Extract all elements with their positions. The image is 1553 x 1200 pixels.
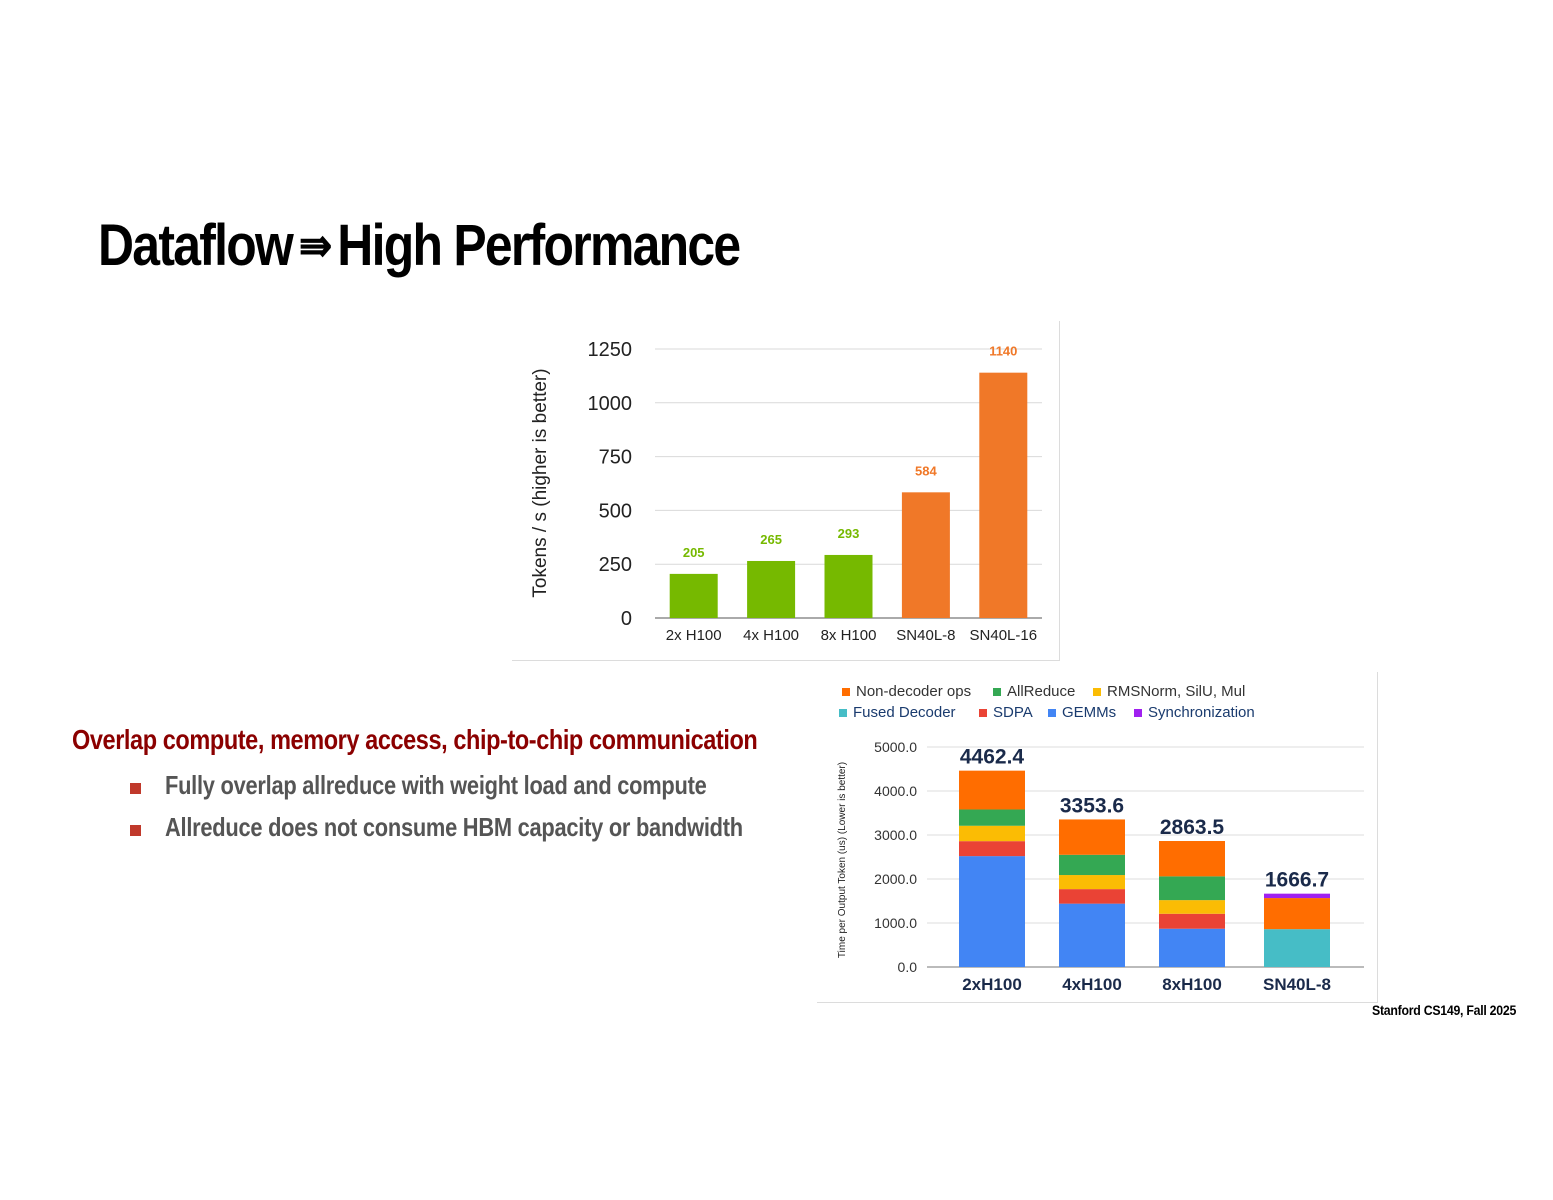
legend-swatch <box>1048 709 1056 717</box>
legend-label: GEMMs <box>1062 704 1116 721</box>
stacked-segment <box>1059 903 1125 967</box>
legend-label: RMSNorm, SilU, Mul <box>1107 683 1245 700</box>
stacked-segment <box>1264 893 1330 899</box>
legend-swatch <box>1093 688 1101 696</box>
legend-label: AllReduce <box>1007 683 1075 700</box>
stacked-segment <box>959 856 1025 967</box>
x-tick-label: 4x H100 <box>743 627 799 644</box>
throughput-chart-svg: 0 250 500 750 1000 1250 Tokens / s (higher is … <box>530 339 1042 644</box>
latency-breakdown-chart: Non-decoder ops AllReduce RMSNorm, SilU, M… <box>817 672 1378 1003</box>
y-tick-label: 1000.0 <box>874 915 917 931</box>
legend-swatch <box>839 709 847 717</box>
title-left: Dataflow <box>98 213 294 278</box>
stacked-segment <box>1059 819 1125 855</box>
x-tick-label: 4xH100 <box>1062 975 1122 994</box>
stacked-segment <box>1159 841 1225 877</box>
stacked-segment <box>959 841 1025 857</box>
stacked-segment <box>1264 898 1330 930</box>
data-label: 584 <box>915 463 937 478</box>
legend-swatch <box>1134 709 1142 717</box>
stacked-segment <box>1059 854 1125 876</box>
legend-swatch <box>979 709 987 717</box>
legend-label: Non-decoder ops <box>856 683 971 700</box>
legend-label: Synchronization <box>1148 704 1255 721</box>
bullet-square-icon <box>130 825 141 836</box>
x-tick-label: SN40L-8 <box>896 627 955 644</box>
y-tick-label: 750 <box>599 447 632 469</box>
y-tick-label: 1000 <box>588 393 633 415</box>
data-label: 265 <box>760 532 782 547</box>
implies-arrow-icon: ⇛ <box>298 219 332 271</box>
bullet-text: Allreduce does not consume HBM capacity … <box>165 812 743 842</box>
data-label: 1140 <box>989 344 1017 359</box>
total-label: 1666.7 <box>1265 869 1329 892</box>
x-tick-label: 2xH100 <box>962 975 1022 994</box>
stacked-segment <box>1159 876 1225 901</box>
footer-course-label: Stanford CS149, Fall 2025 <box>1372 1002 1517 1018</box>
x-tick-label: SN40L-8 <box>1263 975 1331 994</box>
x-tick-label: 8x H100 <box>821 627 877 644</box>
title-right: High Performance <box>337 213 741 278</box>
latency-breakdown-chart-svg: Non-decoder ops AllReduce RMSNorm, SilU, M… <box>837 683 1364 994</box>
y-tick-label: 5000.0 <box>874 739 917 755</box>
bar <box>901 492 950 618</box>
total-label: 3353.6 <box>1060 794 1124 817</box>
throughput-chart: 0 250 500 750 1000 1250 Tokens / s (higher is … <box>512 321 1060 661</box>
y-tick-label: 1250 <box>588 339 633 361</box>
data-label: 205 <box>683 545 705 560</box>
legend-label: SDPA <box>993 704 1033 721</box>
total-label: 4462.4 <box>960 746 1025 769</box>
y-axis-label: Time per Output Token (us) (Lower is bet… <box>837 762 848 958</box>
y-tick-label: 0.0 <box>898 959 918 975</box>
stacked-segment <box>959 809 1025 826</box>
x-tick-label: SN40L-16 <box>970 627 1038 644</box>
stacked-segment <box>959 825 1025 842</box>
stacked-segment <box>1159 900 1225 914</box>
bullet-square-icon <box>130 783 141 794</box>
stacked-segment <box>1159 928 1225 967</box>
stacked-segment <box>1159 913 1225 929</box>
data-label: 293 <box>838 526 860 541</box>
x-tick-label: 2x H100 <box>666 627 722 644</box>
stacked-segment <box>1264 929 1330 967</box>
y-tick-label: 2000.0 <box>874 871 917 887</box>
stacked-segment <box>959 770 1025 810</box>
bar <box>824 554 873 618</box>
stacked-segment <box>1059 875 1125 890</box>
y-axis-label: Tokens / s (higher is better) <box>530 368 551 597</box>
bar <box>669 573 718 618</box>
slide-title: Dataflow ⇛ High Performance <box>98 212 741 279</box>
bullet-text: Fully overlap allreduce with weight load… <box>165 770 707 800</box>
y-tick-label: 500 <box>599 500 632 522</box>
subheading: Overlap compute, memory access, chip-to-… <box>72 724 758 755</box>
legend-swatch <box>993 688 1001 696</box>
bar <box>747 560 796 618</box>
y-tick-label: 0 <box>621 608 632 630</box>
y-tick-label: 250 <box>599 554 632 576</box>
x-tick-label: 8xH100 <box>1162 975 1222 994</box>
legend-swatch <box>842 688 850 696</box>
legend-label: Fused Decoder <box>853 704 956 721</box>
stacked-segment <box>1059 889 1125 904</box>
y-tick-label: 4000.0 <box>874 783 917 799</box>
y-tick-label: 3000.0 <box>874 827 917 843</box>
bar <box>979 372 1028 618</box>
total-label: 2863.5 <box>1160 816 1225 839</box>
